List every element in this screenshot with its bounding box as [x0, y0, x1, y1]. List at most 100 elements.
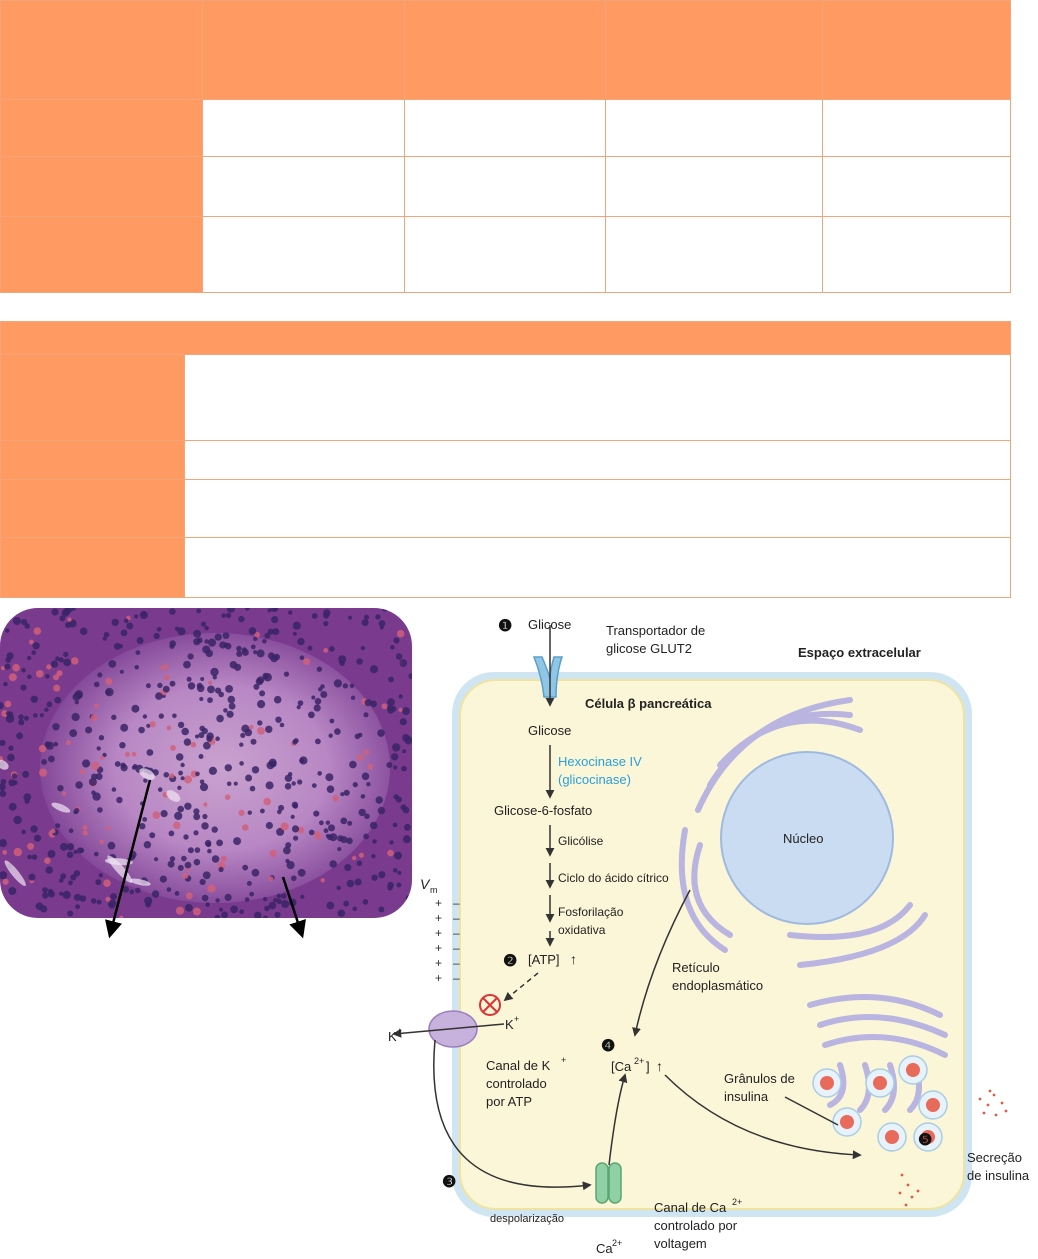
k-in-superscript: + — [514, 1014, 519, 1024]
glucose-cell-label: Glicose — [528, 723, 571, 738]
svg-text:+: + — [435, 926, 442, 940]
oxphos-label: Fosforilação oxidativa — [558, 905, 624, 937]
svg-text:+: + — [435, 896, 442, 910]
table-cell[interactable] — [184, 354, 1011, 441]
svg-text:–: – — [453, 971, 460, 985]
svg-text:–: – — [453, 911, 460, 925]
svg-text:–: – — [453, 896, 460, 910]
endoplasmic-reticulum — [678, 697, 948, 1113]
ca-out-superscript: 2+ — [612, 1238, 622, 1248]
hexokinase-label: Hexocinase IV (glicocinase) — [558, 754, 642, 787]
beta-cell-insulin-diagram: ❶ ❷ ❸ ❹ ❺ Glicose Transportador de glicos… — [388, 617, 1030, 1256]
k-out-superscript: + — [397, 1026, 402, 1036]
extracellular-label: Espaço extracelular — [798, 645, 921, 660]
table-cell[interactable] — [404, 99, 606, 157]
ca-channel-shape — [595, 1162, 622, 1204]
table-cell[interactable] — [404, 216, 606, 293]
row-header-cell — [0, 440, 185, 480]
table-cell[interactable] — [202, 156, 405, 217]
table-row — [0, 216, 1011, 293]
insulin-granules — [812, 1055, 948, 1152]
granules-label: Grânulos de insulina — [724, 1071, 795, 1104]
pancreatic-islet-micrograph — [0, 608, 412, 918]
table-row — [0, 479, 1011, 538]
table-row — [0, 99, 1011, 157]
vm-label: V — [420, 876, 431, 892]
row-header-cell — [0, 354, 185, 441]
row-header-cell — [0, 156, 203, 217]
table-cell[interactable] — [605, 156, 823, 217]
table-cell[interactable] — [822, 216, 1011, 293]
table-cell[interactable] — [184, 537, 1011, 598]
table-row — [0, 354, 1011, 441]
depolarization-label: despolarização — [490, 1213, 564, 1225]
ca-cyto-superscript: 2+ — [634, 1056, 644, 1066]
table-row — [0, 156, 1011, 217]
step-marker-1: ❶ — [498, 618, 512, 635]
table-header-cell — [0, 321, 1011, 355]
table-cell[interactable] — [202, 216, 405, 293]
secretion-label: Secreção de insulina — [967, 1150, 1030, 1183]
citric-cycle-label: Ciclo do ácido cítrico — [558, 871, 669, 885]
table-header-cell — [202, 0, 405, 100]
table-cell[interactable] — [184, 479, 1011, 538]
row-header-cell — [0, 537, 185, 598]
table-cell[interactable] — [605, 216, 823, 293]
secreted-insulin-dots — [898, 1089, 1008, 1207]
nucleus-shape — [720, 751, 894, 925]
atp-label: [ATP] — [528, 952, 560, 967]
comparison-table — [0, 0, 1011, 293]
table-header-row — [0, 0, 1011, 100]
description-table — [0, 321, 1011, 598]
cell-title-label: Célula β pancreática — [585, 696, 712, 711]
vm-subscript: m — [430, 885, 438, 895]
table-cell[interactable] — [404, 156, 606, 217]
row-header-cell — [0, 216, 203, 293]
ca-cyto-label: [Ca — [611, 1059, 632, 1074]
glycolysis-label: Glicólise — [558, 834, 604, 848]
svg-text:+: + — [435, 941, 442, 955]
step-marker-4: ❹ — [601, 1038, 615, 1055]
svg-text:+: + — [435, 956, 442, 970]
nucleus-label: Núcleo — [783, 831, 823, 846]
row-header-cell — [0, 479, 185, 538]
ca-increase-arrow: ↑ — [656, 1058, 663, 1074]
glut2-label: Transportador de glicose GLUT2 — [606, 623, 705, 656]
svg-text:+: + — [435, 971, 442, 985]
table-cell[interactable] — [822, 99, 1011, 157]
ca-out-label: Ca — [596, 1241, 613, 1256]
ca-channel-label: Canal de Ca controlado por voltagem — [654, 1200, 738, 1251]
step-marker-3: ❸ — [442, 1174, 456, 1191]
table-cell[interactable] — [184, 440, 1011, 480]
k-out-label: K — [388, 1029, 397, 1044]
step-marker-2: ❷ — [503, 953, 517, 970]
atp-increase-arrow: ↑ — [570, 951, 577, 967]
svg-text:–: – — [453, 956, 460, 970]
svg-text:+: + — [435, 911, 442, 925]
k-channel-superscript: + — [561, 1055, 566, 1065]
glucose-label: Glicose — [528, 617, 571, 632]
table-cell[interactable] — [605, 99, 823, 157]
membrane-potential-signs: + – + – + – + – + – + – — [435, 896, 460, 985]
step-marker-5: ❺ — [918, 1132, 932, 1149]
svg-text:–: – — [453, 941, 460, 955]
g6p-label: Glicose-6-fosfato — [494, 803, 592, 818]
table-header-cell — [0, 0, 203, 100]
table-row — [0, 440, 1011, 480]
ca-cyto-bracket: ] — [646, 1059, 650, 1074]
k-in-label: K — [505, 1017, 514, 1032]
table-header-row — [0, 321, 1011, 355]
table-row — [0, 537, 1011, 598]
table-header-cell — [605, 0, 823, 100]
glut2-transporter — [532, 656, 564, 698]
table-header-cell — [404, 0, 606, 100]
table-cell[interactable] — [822, 156, 1011, 217]
table-cell[interactable] — [202, 99, 405, 157]
svg-text:–: – — [453, 926, 460, 940]
er-label: Retículo endoplasmático — [672, 960, 763, 993]
table-header-cell — [822, 0, 1011, 100]
inhibition-icon — [479, 994, 501, 1016]
ca-channel-superscript: 2+ — [732, 1197, 742, 1207]
row-header-cell — [0, 99, 203, 157]
